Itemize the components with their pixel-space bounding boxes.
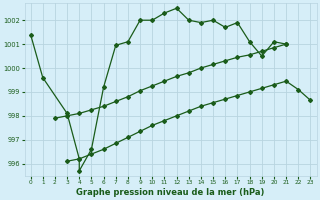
X-axis label: Graphe pression niveau de la mer (hPa): Graphe pression niveau de la mer (hPa)	[76, 188, 265, 197]
